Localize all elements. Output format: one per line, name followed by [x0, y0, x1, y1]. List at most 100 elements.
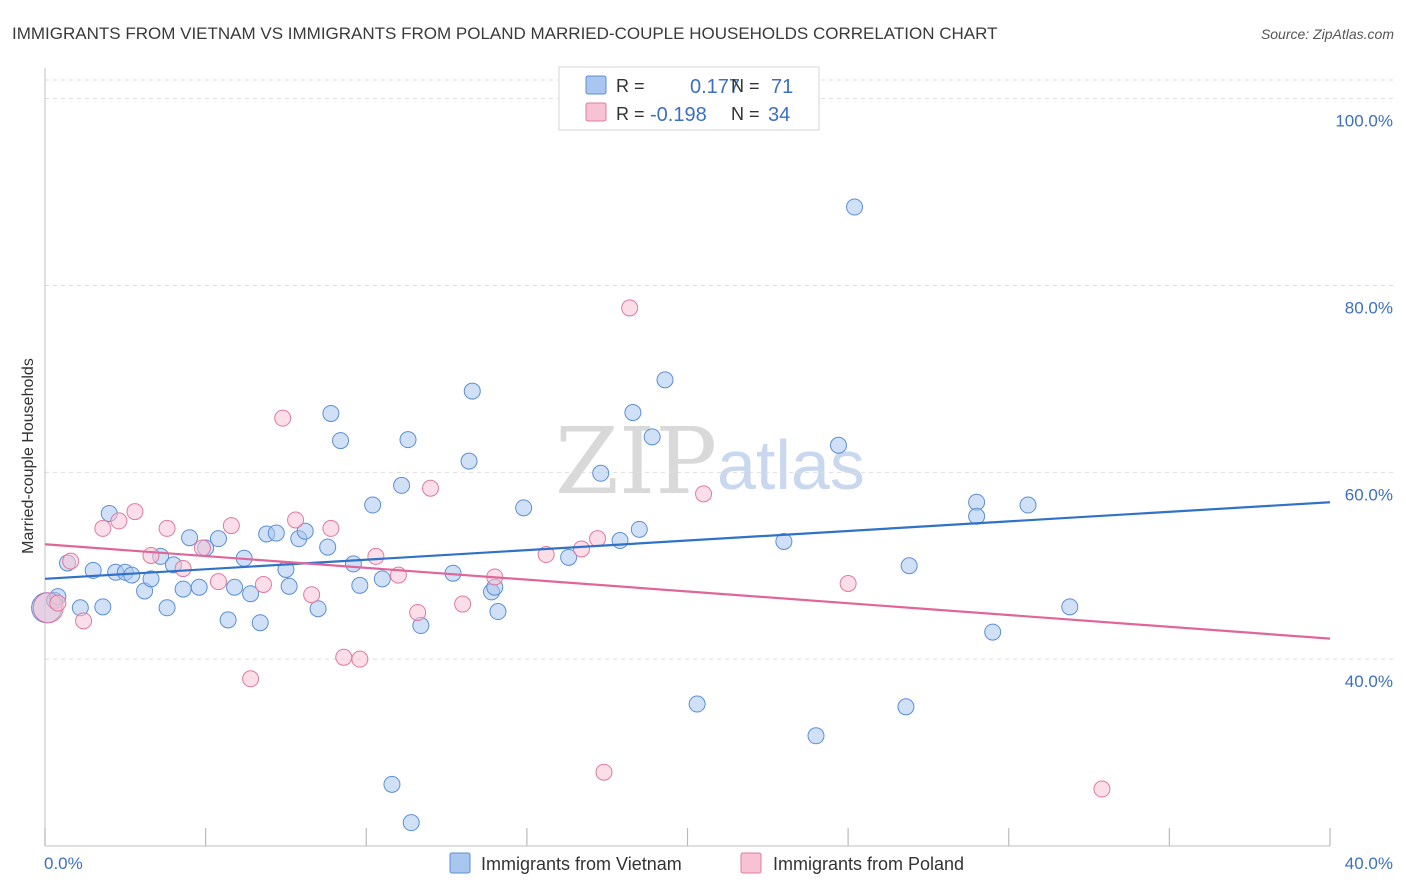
poland-point	[222, 517, 240, 535]
vietnam-point	[351, 576, 369, 594]
vietnam-point	[624, 404, 642, 422]
x-ticks	[44, 828, 1331, 846]
poland-point	[454, 595, 472, 613]
vietnam-point	[373, 570, 391, 588]
poland-point	[335, 648, 353, 666]
vietnam-point	[309, 600, 327, 618]
poland-point	[589, 530, 607, 548]
vietnam-point	[829, 436, 847, 454]
vietnam-point	[688, 695, 706, 713]
poland-point	[193, 539, 211, 557]
poland-point	[158, 519, 176, 537]
legend-label-poland: Immigrants from Poland	[773, 854, 964, 874]
stats-n-value-vietnam: 71	[771, 76, 793, 98]
vietnam-point	[402, 814, 420, 832]
vietnam-point	[807, 727, 825, 745]
vietnam-trendline	[44, 501, 1331, 580]
stats-r-label-poland: R =	[616, 104, 645, 124]
poland-point	[572, 540, 590, 558]
vietnam-point	[174, 580, 192, 598]
vietnam-point	[344, 555, 362, 573]
vietnam-point	[968, 507, 986, 525]
poland-point	[174, 560, 192, 578]
poland-point	[537, 546, 555, 564]
poland-point	[322, 519, 340, 537]
poland-point	[274, 409, 292, 427]
y-tick-label: 40.0%	[1345, 672, 1393, 691]
poland-point	[367, 547, 385, 565]
poland-point	[351, 650, 369, 668]
vietnam-point	[94, 598, 112, 616]
poland-point	[62, 552, 80, 570]
stats-n-label-poland: N =	[731, 104, 760, 124]
poland-point	[142, 546, 160, 564]
poland-point	[287, 511, 305, 529]
gridlines	[45, 79, 1393, 660]
vietnam-point	[560, 548, 578, 566]
vietnam-point	[900, 557, 918, 575]
vietnam-point	[209, 530, 227, 548]
poland-point	[409, 603, 427, 621]
vietnam-point	[592, 464, 610, 482]
watermark-zip: ZIP	[555, 408, 717, 515]
chart-title: IMMIGRANTS FROM VIETNAM VS IMMIGRANTS FR…	[12, 24, 997, 43]
vietnam-point	[181, 529, 199, 547]
vietnam-point	[643, 428, 661, 446]
vietnam-point	[280, 577, 298, 595]
poland-point	[110, 512, 128, 530]
y-tick-labels: 100.0% 80.0% 60.0% 40.0%	[1335, 112, 1393, 691]
poland-point	[839, 575, 857, 593]
series-legend: Immigrants from Vietnam Immigrants from …	[449, 852, 964, 874]
y-tick-label: 60.0%	[1345, 485, 1393, 504]
vietnam-point	[489, 603, 507, 621]
vietnam-point	[611, 532, 629, 550]
vietnam-point	[364, 496, 382, 514]
vietnam-point	[142, 570, 160, 588]
chart-source: Source: ZipAtlas.com	[1261, 26, 1394, 42]
vietnam-point	[332, 432, 350, 450]
y-tick-label: 100.0%	[1335, 112, 1393, 131]
poland-point	[621, 299, 639, 317]
vietnam-point	[656, 371, 674, 389]
poland-point	[422, 479, 439, 497]
vietnam-point	[1061, 598, 1079, 616]
poland-point	[303, 586, 321, 604]
stats-r-value-vietnam: 0.177	[690, 76, 740, 98]
vietnam-point	[775, 532, 793, 550]
poland-point	[242, 670, 260, 688]
stats-legend: R = 0.177 N = 71 R = -0.198 N = 34	[558, 66, 820, 131]
poland-point	[595, 763, 613, 781]
vietnam-point	[322, 404, 340, 422]
vietnam-point	[242, 585, 260, 603]
poland-point	[1093, 780, 1111, 798]
scatter-points	[31, 198, 1111, 832]
vietnam-point	[984, 623, 1002, 641]
trend-lines	[44, 501, 1331, 640]
stats-n-value-poland: 34	[768, 104, 790, 126]
poland-point	[695, 485, 713, 503]
watermark-atlas: atlas	[717, 426, 865, 504]
x-tick-label-min: 0.0%	[44, 854, 83, 873]
poland-point	[209, 573, 227, 591]
stats-r-label-vietnam: R =	[616, 76, 645, 96]
vietnam-point	[846, 198, 864, 216]
vietnam-point	[251, 614, 269, 632]
vietnam-point	[226, 578, 244, 596]
poland-point	[94, 519, 112, 537]
vietnam-point	[1019, 496, 1037, 514]
poland-point	[49, 594, 67, 612]
stats-r-value-poland: -0.198	[650, 104, 707, 126]
vietnam-point	[897, 698, 915, 716]
y-axis-label: Married-couple Households	[20, 358, 37, 554]
legend-label-vietnam: Immigrants from Vietnam	[481, 854, 682, 874]
vietnam-point	[219, 611, 237, 629]
vietnam-point	[296, 522, 314, 540]
stats-swatch-poland	[585, 102, 607, 122]
y-tick-label: 80.0%	[1345, 299, 1393, 318]
vietnam-point	[319, 538, 337, 556]
vietnam-point	[84, 561, 102, 579]
vietnam-point	[399, 431, 417, 449]
x-tick-label-max: 40.0%	[1345, 854, 1393, 873]
vietnam-point	[463, 382, 481, 400]
